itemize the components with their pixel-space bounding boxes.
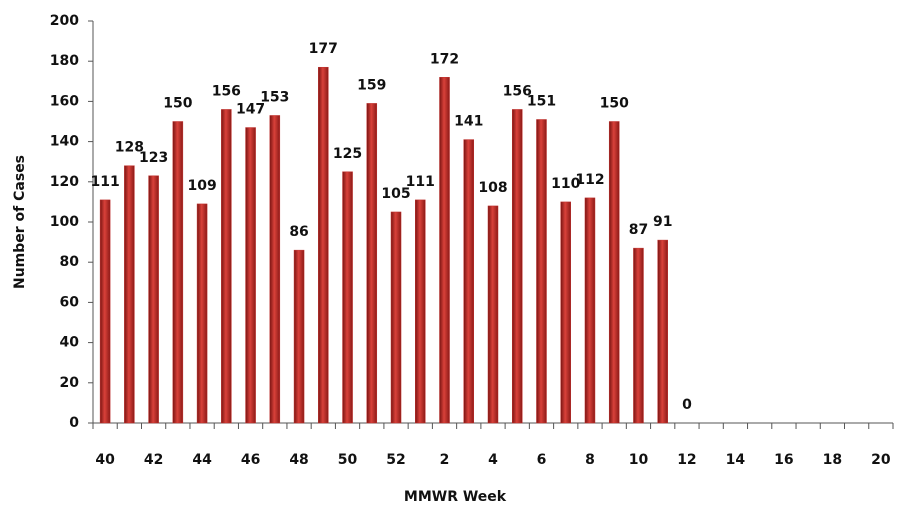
- data-label: 156: [503, 83, 532, 99]
- bar: [148, 175, 159, 424]
- bar: [124, 165, 135, 424]
- y-tick-label: 200: [50, 13, 79, 29]
- data-label: 111: [406, 174, 435, 190]
- data-label: 0: [682, 397, 692, 413]
- x-tick-label: 8: [585, 452, 595, 468]
- x-axis-title: MMWR Week: [404, 489, 507, 505]
- bar: [318, 66, 329, 424]
- data-label: 128: [115, 140, 144, 156]
- data-label: 91: [653, 214, 672, 230]
- data-label: 153: [260, 89, 289, 105]
- y-tick-label: 20: [60, 375, 80, 391]
- bar: [269, 115, 281, 424]
- data-label: 86: [289, 224, 308, 240]
- data-label: 105: [381, 186, 410, 202]
- data-label: 125: [333, 146, 362, 162]
- x-tick-label: 6: [537, 452, 547, 468]
- bar: [511, 109, 523, 424]
- data-label: 123: [139, 150, 168, 166]
- x-tick-label: 40: [95, 452, 115, 468]
- y-tick-label: 40: [60, 335, 80, 351]
- x-tick-label: 2: [440, 452, 450, 468]
- y-tick-label: 180: [50, 53, 79, 69]
- bar: [584, 197, 596, 424]
- y-tick-label: 0: [69, 415, 79, 431]
- data-label: 109: [187, 178, 216, 194]
- x-tick-label: 20: [871, 452, 891, 468]
- y-tick-label: 80: [60, 254, 80, 270]
- x-tick-label: 10: [629, 452, 649, 468]
- x-tick-label: 46: [241, 452, 260, 468]
- data-label: 150: [163, 96, 192, 112]
- bar: [293, 249, 305, 424]
- x-tick-label: 14: [726, 452, 746, 468]
- data-label: 151: [527, 93, 556, 109]
- data-label: 156: [212, 83, 241, 99]
- data-label: 110: [551, 176, 580, 192]
- x-tick-label: 42: [144, 452, 163, 468]
- bar: [99, 199, 111, 424]
- data-label: 172: [430, 51, 459, 67]
- x-tick-label: 50: [338, 452, 358, 468]
- bar: [439, 77, 450, 424]
- bar: [342, 171, 353, 424]
- bar: [633, 247, 644, 424]
- data-label: 147: [236, 102, 265, 118]
- data-label: 141: [454, 114, 483, 130]
- data-label: 159: [357, 77, 386, 93]
- bar: [172, 121, 184, 424]
- x-tick-label: 44: [192, 452, 212, 468]
- x-tick-label: 16: [774, 452, 793, 468]
- bar: [463, 139, 475, 424]
- bar: [608, 121, 620, 424]
- data-label: 150: [600, 96, 629, 112]
- y-tick-label: 160: [50, 93, 79, 109]
- x-tick-label: 52: [386, 452, 405, 468]
- y-tick-label: 140: [50, 134, 79, 150]
- x-tick-label: 4: [488, 452, 498, 468]
- bar: [221, 109, 232, 424]
- bar: [415, 199, 426, 424]
- y-tick-label: 100: [50, 214, 79, 230]
- bar: [657, 239, 668, 424]
- bar: [390, 211, 402, 424]
- y-axis-title: Number of Cases: [12, 155, 28, 289]
- x-tick-label: 12: [677, 452, 696, 468]
- x-tick-label: 18: [823, 452, 842, 468]
- data-label: 112: [575, 172, 604, 188]
- bar: [487, 205, 499, 424]
- y-tick-label: 60: [60, 294, 80, 310]
- data-label: 177: [309, 41, 338, 57]
- bar: [560, 201, 571, 424]
- data-label: 87: [629, 222, 648, 238]
- bar: [245, 127, 256, 424]
- bar: [366, 103, 378, 424]
- y-tick-label: 120: [50, 174, 79, 190]
- bar: [196, 203, 208, 424]
- bar: [536, 119, 547, 424]
- x-tick-label: 48: [289, 452, 308, 468]
- data-label: 111: [91, 174, 120, 190]
- data-label: 108: [478, 180, 507, 196]
